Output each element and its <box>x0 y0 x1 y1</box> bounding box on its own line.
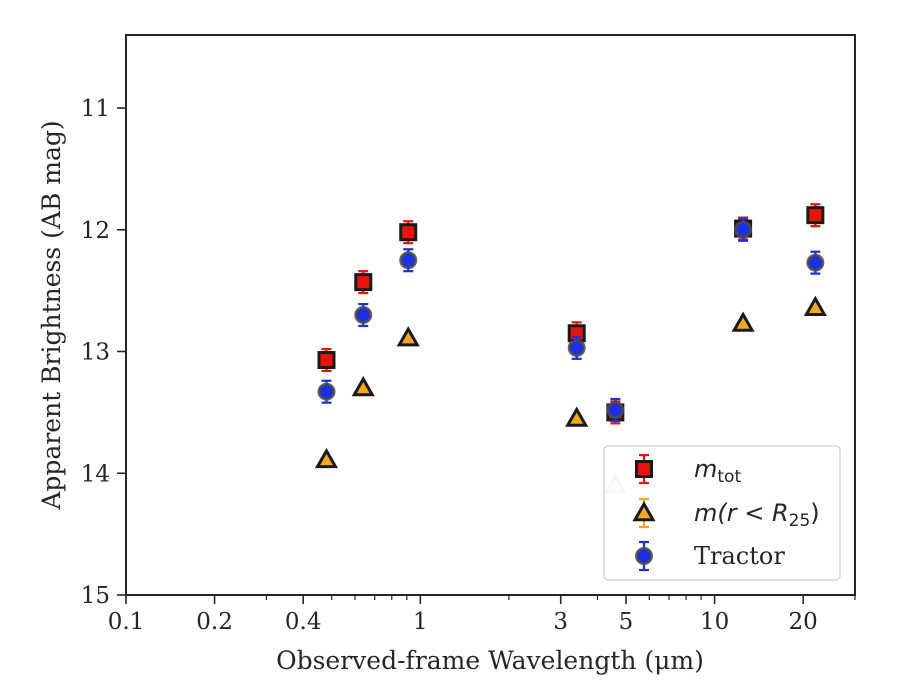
legend-entry: Tractor <box>635 540 785 572</box>
square-marker <box>635 460 653 478</box>
triangle-marker <box>565 406 589 427</box>
square-marker <box>806 206 825 225</box>
y-tick-label: 12 <box>81 218 110 244</box>
y-axis-ticks: 11 12 13 14 15 <box>81 96 126 609</box>
legend-entry: mtot <box>635 453 741 487</box>
data-point <box>399 220 418 245</box>
data-points <box>314 203 827 494</box>
data-point <box>351 376 375 397</box>
legend-label: mtot <box>694 455 741 487</box>
triangle-marker <box>396 326 420 347</box>
legend: mtot m(r < R25) Tractor <box>603 445 841 581</box>
data-point <box>354 270 373 295</box>
x-tick-label: 0.1 <box>108 609 145 635</box>
series-triangle <box>314 295 827 494</box>
data-point <box>354 302 373 328</box>
y-tick-label: 11 <box>81 96 110 122</box>
data-point <box>567 335 586 360</box>
x-tick-label: 1 <box>413 609 428 635</box>
legend-label: Tractor <box>694 542 785 570</box>
x-tick-label: 5 <box>619 609 634 635</box>
plot-frame <box>125 34 856 596</box>
legend-entry: m(r < R25) <box>632 497 820 531</box>
legend-frame <box>603 445 841 581</box>
circle-marker <box>567 338 586 357</box>
data-point <box>803 295 827 316</box>
data-point <box>734 217 753 242</box>
y-tick-label: 13 <box>81 340 110 366</box>
circle-marker <box>806 253 825 272</box>
data-point <box>399 248 418 273</box>
circle-marker <box>354 306 373 324</box>
triangle-marker <box>351 376 375 397</box>
y-tick-label: 14 <box>81 461 110 487</box>
circle-marker <box>635 547 653 565</box>
square-marker <box>317 351 336 370</box>
data-point <box>806 250 825 275</box>
square-marker <box>399 223 418 242</box>
triangle-marker <box>632 500 656 522</box>
triangle-marker <box>314 447 339 469</box>
x-tick-label: 3 <box>553 609 568 635</box>
x-axis-label: Observed-frame Wavelength (μm) <box>276 646 704 675</box>
y-tick-label: 15 <box>81 583 110 609</box>
circle-marker <box>734 220 753 239</box>
triangle-marker <box>731 311 755 332</box>
x-tick-label: 20 <box>789 609 818 635</box>
y-axis-label: Apparent Brightness (AB mag) <box>37 120 66 510</box>
triangle-marker <box>803 295 827 316</box>
x-tick-label: 0.4 <box>285 609 322 635</box>
data-point <box>314 447 339 469</box>
data-point <box>317 347 336 373</box>
circle-marker <box>317 382 336 401</box>
square-marker <box>354 273 373 292</box>
data-point <box>606 397 625 423</box>
x-tick-label: 0.2 <box>196 609 233 635</box>
data-point <box>396 326 420 347</box>
data-point <box>806 203 825 228</box>
data-point <box>317 379 336 404</box>
legend-label: m(r < R25) <box>694 499 820 531</box>
data-point <box>731 311 755 332</box>
circle-marker <box>606 400 625 419</box>
x-axis-ticks: 0.1 0.2 0.4 1 3 5 10 20 <box>108 595 818 635</box>
circle-marker <box>399 251 418 270</box>
data-point <box>565 406 589 427</box>
series-circle <box>317 217 825 423</box>
legend-entries: mtot m(r < R25) Tractor <box>632 453 820 572</box>
x-tick-label: 10 <box>700 609 729 635</box>
